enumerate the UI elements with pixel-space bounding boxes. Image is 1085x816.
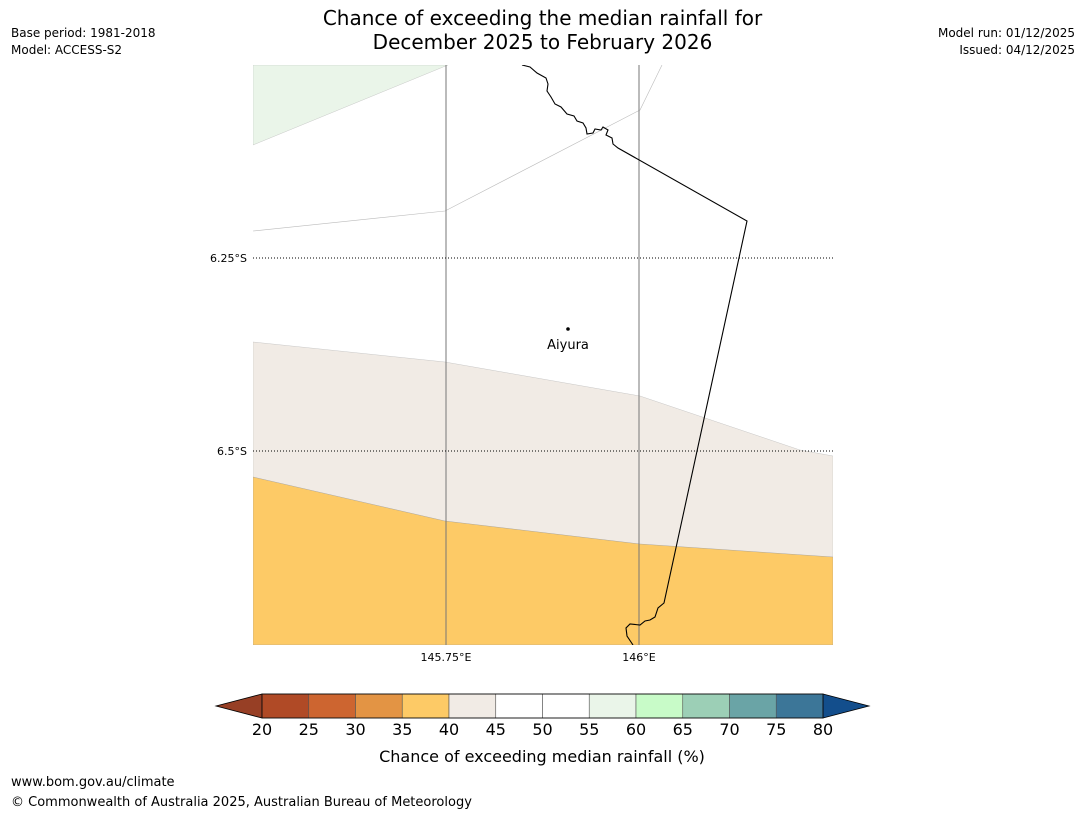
issued-text: Issued: 04/12/2025 <box>959 43 1075 57</box>
border-line <box>521 65 748 645</box>
colorbar-tick-label: 80 <box>813 720 833 739</box>
map-title: Chance of exceeding the median rainfall … <box>0 6 1085 54</box>
region-35-40 <box>253 476 833 645</box>
colorbar-label: Chance of exceeding median rainfall (%) <box>379 747 705 766</box>
colorbar-tick-label: 55 <box>579 720 599 739</box>
colorbar-tick-label: 50 <box>532 720 552 739</box>
title-line-2: December 2025 to February 2026 <box>372 30 713 54</box>
colorbar-bin <box>542 693 590 719</box>
colorbar-bin <box>401 693 450 719</box>
colorbar-under-arrow <box>214 693 263 719</box>
colorbar-outline <box>261 693 824 719</box>
run-info: Model run: 01/12/2025 Issued: 04/12/2025 <box>938 25 1075 59</box>
model-run-text: Model run: 01/12/2025 <box>937 26 1075 40</box>
title-line-1: Chance of exceeding the median rainfall … <box>322 6 763 30</box>
colorbar-bins <box>261 693 824 719</box>
colorbar-tick-label: 45 <box>486 720 506 739</box>
footer-url[interactable]: www.bom.gov.au/climate <box>11 775 175 790</box>
colorbar-bin <box>355 693 403 719</box>
region-55-60 <box>253 65 449 146</box>
lat-label-6-5: 6.5°S <box>217 445 247 458</box>
place-marker <box>566 327 570 331</box>
colorbar-tick-label: 40 <box>439 720 459 739</box>
colorbar-bin <box>448 693 497 719</box>
colorbar-bin <box>308 693 356 719</box>
colorbar-tick-label: 30 <box>345 720 365 739</box>
contour-line <box>253 65 663 232</box>
colorbar-tick-label: 25 <box>299 720 319 739</box>
colorbar-ticks: 20 25 30 35 40 45 50 55 60 65 70 75 80 <box>252 720 833 739</box>
colorbar-bin <box>682 693 730 719</box>
colorbar-tick-label: 20 <box>252 720 272 739</box>
colorbar-bin <box>729 693 777 719</box>
colorbar: 20 25 30 35 40 45 50 55 60 65 70 75 80 <box>214 693 871 739</box>
model-info: Base period: 1981-2018 Model: ACCESS-S2 <box>11 25 156 59</box>
base-period-text: Base period: 1981-2018 <box>11 26 156 40</box>
map-panel <box>253 65 833 645</box>
colorbar-bin <box>261 693 310 719</box>
colorbar-tick-label: 70 <box>719 720 739 739</box>
colorbar-tick-label: 35 <box>392 720 412 739</box>
colorbar-tick-label: 60 <box>626 720 646 739</box>
lon-label-145-75: 145.75°E <box>421 651 472 664</box>
model-text: Model: ACCESS-S2 <box>11 43 123 57</box>
colorbar-tick-label: 65 <box>673 720 693 739</box>
colorbar-bin <box>775 693 824 719</box>
lat-label-6-25: 6.25°S <box>210 252 247 265</box>
colorbar-bin <box>588 693 637 719</box>
colorbar-over-arrow <box>822 693 871 719</box>
colorbar-bin <box>635 693 684 719</box>
place-label: Aiyura <box>547 338 589 353</box>
footer-copyright: © Commonwealth of Australia 2025, Austra… <box>11 795 472 810</box>
lon-label-146: 146°E <box>622 651 655 664</box>
colorbar-tick-label: 75 <box>766 720 786 739</box>
colorbar-bin <box>495 693 543 719</box>
